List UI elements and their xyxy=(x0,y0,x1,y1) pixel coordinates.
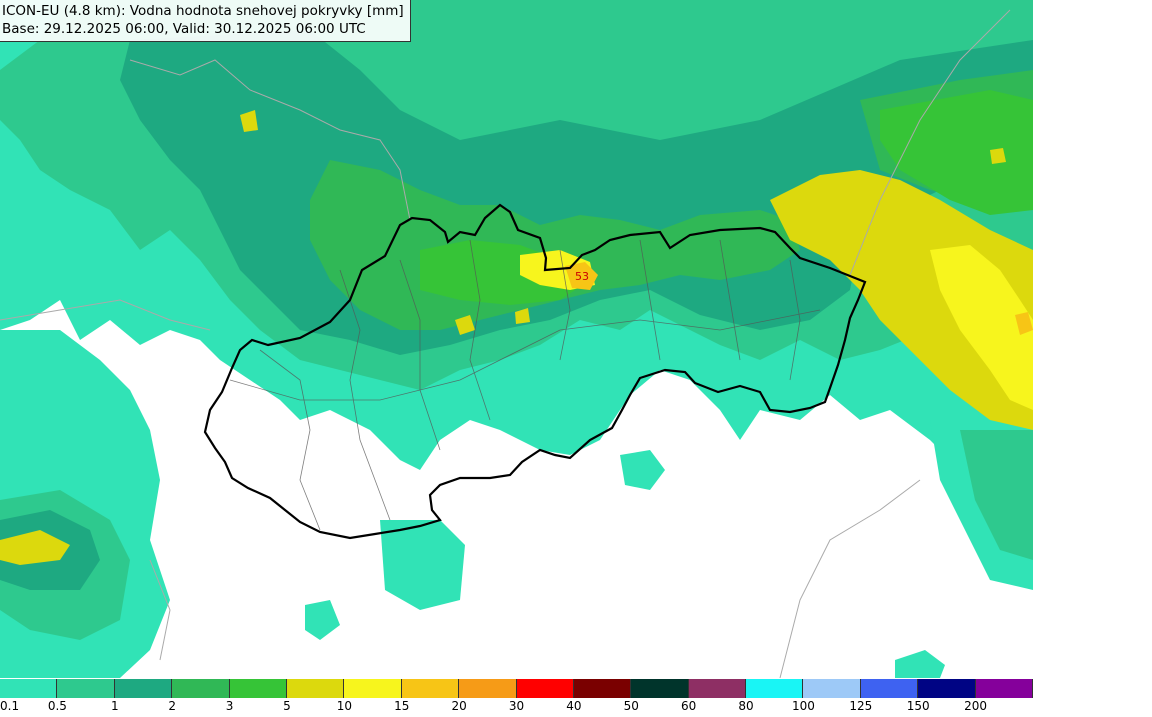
legend-swatch xyxy=(688,679,747,698)
legend-swatch xyxy=(746,679,804,698)
map-validity: Base: 29.12.2025 06:00, Valid: 30.12.202… xyxy=(2,21,366,37)
legend-tick-label: 50 xyxy=(623,699,639,713)
slovakia-border xyxy=(203,203,867,540)
field-0.1-blob-se xyxy=(895,650,945,678)
map-title-box: ICON-EU (4.8 km): Vodna hodnota snehovej… xyxy=(0,0,411,42)
field-0.1-blob-small xyxy=(305,600,340,640)
legend-tick-label: 3 xyxy=(225,699,234,713)
color-scale-legend: 0.1 0.5 1 2 3 5 10 15 20 30 40 50 60 80 100 125 150 200 xyxy=(0,679,1034,717)
border-cz-at xyxy=(0,299,211,331)
legend-swatch xyxy=(803,679,861,698)
legend-color-bar xyxy=(0,679,1034,698)
legend-tick-label: 5 xyxy=(283,699,291,713)
legend-swatch xyxy=(860,679,919,698)
legend-tick-label: 125 xyxy=(849,699,873,713)
legend-swatch xyxy=(516,679,574,698)
district-line xyxy=(639,239,661,361)
district-line xyxy=(229,309,821,401)
legend-tick-label: 80 xyxy=(738,699,754,713)
legend-tick-label: 150 xyxy=(906,699,930,713)
border-pl-ua xyxy=(849,9,1011,276)
legend-swatch xyxy=(344,679,402,698)
legend-tick-label: 0.5 xyxy=(47,699,67,713)
legend-swatch xyxy=(631,679,689,698)
peak-value-label: 53 xyxy=(575,270,589,283)
legend-swatch xyxy=(57,679,115,698)
legend-tick-label: 1 xyxy=(110,699,119,713)
district-line xyxy=(469,239,491,421)
district-line xyxy=(719,239,741,361)
legend-swatch xyxy=(975,679,1034,698)
border-hu-ro xyxy=(779,479,921,678)
field-3 xyxy=(880,90,1033,215)
legend-swatch xyxy=(918,679,976,698)
legend-tick-label: 20 xyxy=(451,699,467,713)
legend-tick-label: 15 xyxy=(394,699,410,713)
border-at-hu xyxy=(149,559,171,661)
district-line xyxy=(259,349,321,531)
snow-water-equivalent-map: 53 ICON-EU (4.8 km): Vodna hodnota sneho… xyxy=(0,0,1033,678)
border-cz-pl xyxy=(129,59,411,221)
legend-tick-label: 30 xyxy=(508,699,525,713)
legend-tick-labels: 0.1 0.5 1 2 3 5 10 15 20 30 40 50 60 80 100 125 150 200 xyxy=(0,699,1033,717)
district-lines xyxy=(229,239,821,531)
map-title: ICON-EU (4.8 km): Vodna hodnota snehovej… xyxy=(2,3,404,19)
legend-swatch xyxy=(114,679,173,698)
field-0.1-blob-south xyxy=(380,520,465,610)
legend-tick-label: 100 xyxy=(791,699,815,713)
field-5-spot-b xyxy=(455,315,475,335)
legend-tick-label: 60 xyxy=(681,699,697,713)
legend-tick-label: 10 xyxy=(336,699,352,713)
legend-tick-label: 40 xyxy=(566,699,582,713)
field-5-sw xyxy=(0,530,70,565)
district-line xyxy=(399,259,441,451)
legend-swatch xyxy=(229,679,287,698)
field-10-east xyxy=(930,245,1033,410)
field-15-east xyxy=(1015,312,1033,335)
legend-swatch xyxy=(0,679,58,698)
legend-swatch xyxy=(459,679,517,698)
field-5-spot-c xyxy=(515,308,530,324)
legend-swatch xyxy=(401,679,460,698)
legend-tick-label: 0.1 xyxy=(0,699,20,713)
legend-swatch xyxy=(286,679,345,698)
field-15-peak xyxy=(565,262,598,290)
neighbour-borders xyxy=(0,9,1011,678)
field-5-spot-d xyxy=(990,148,1006,164)
map-canvas: 53 xyxy=(0,0,1033,678)
district-line xyxy=(559,249,571,361)
legend-tick-label: 2 xyxy=(168,699,176,713)
legend-swatch xyxy=(172,679,230,698)
district-line xyxy=(339,269,391,521)
field-0.1-blob-hu xyxy=(620,450,665,490)
district-line xyxy=(789,259,801,381)
legend-tick-label: 200 xyxy=(964,699,988,713)
snow-field-layers xyxy=(0,0,1033,678)
field-5-spot-a xyxy=(240,110,258,132)
field-5-east xyxy=(770,170,1033,430)
field-0.5-se xyxy=(960,430,1033,560)
legend-swatch xyxy=(573,679,632,698)
